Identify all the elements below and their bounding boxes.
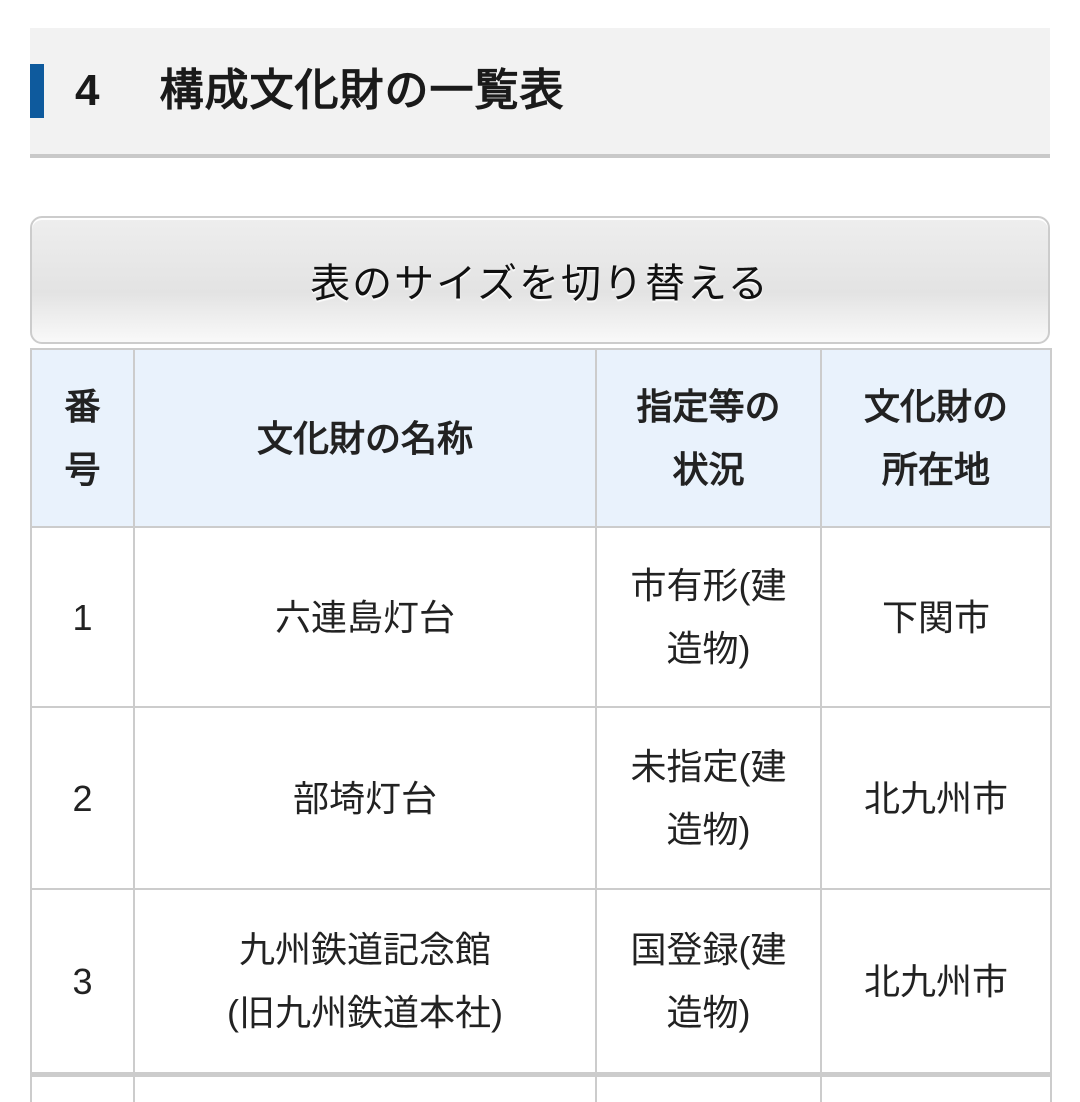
cell-location: 北九州市 [820, 706, 1052, 890]
cell-location: 北九州市 [820, 888, 1052, 1077]
cell-name: 六連島灯台 [133, 526, 597, 708]
column-header-name: 文化財の名称 [133, 348, 597, 528]
cell-name [133, 1073, 597, 1102]
cultural-properties-table: 番 号 文化財の名称 指定等の 状況 文化財の 所在地 1 六連島灯台 市有形(… [30, 348, 1052, 1102]
column-header-number: 番 号 [30, 348, 135, 528]
cell-number [30, 1073, 135, 1102]
table-header: 番 号 文化財の名称 指定等の 状況 文化財の 所在地 [30, 348, 1052, 528]
table-row: 3 九州鉄道記念館 (旧九州鉄道本社) 国登録(建 造物) 北九州市 [30, 888, 1052, 1077]
cell-number: 3 [30, 888, 135, 1077]
accent-bar-icon [30, 64, 44, 118]
page-title: 構成文化財の一覧表 [159, 66, 565, 115]
cell-name: 部埼灯台 [133, 706, 597, 890]
table-row: 1 六連島灯台 市有形(建 造物) 下関市 [30, 526, 1052, 708]
cell-name: 九州鉄道記念館 (旧九州鉄道本社) [133, 888, 597, 1077]
table-size-toggle-button[interactable]: 表のサイズを切り替える [30, 216, 1050, 344]
cell-number: 1 [30, 526, 135, 708]
cell-status [595, 1073, 822, 1102]
table-row-partial [30, 1073, 1052, 1102]
cell-number: 2 [30, 706, 135, 890]
table-row: 2 部埼灯台 未指定(建 造物) 北九州市 [30, 706, 1052, 890]
cell-status: 市有形(建 造物) [595, 526, 822, 708]
cell-status: 国登録(建 造物) [595, 888, 822, 1077]
header-row: 番 号 文化財の名称 指定等の 状況 文化財の 所在地 [30, 348, 1052, 528]
section-header: 4 構成文化財の一覧表 [30, 28, 1050, 158]
cell-location: 下関市 [820, 526, 1052, 708]
column-header-status: 指定等の 状況 [595, 348, 822, 528]
cell-location [820, 1073, 1052, 1102]
cell-status: 未指定(建 造物) [595, 706, 822, 890]
section-number: 4 [75, 66, 100, 115]
column-header-location: 文化財の 所在地 [820, 348, 1052, 528]
